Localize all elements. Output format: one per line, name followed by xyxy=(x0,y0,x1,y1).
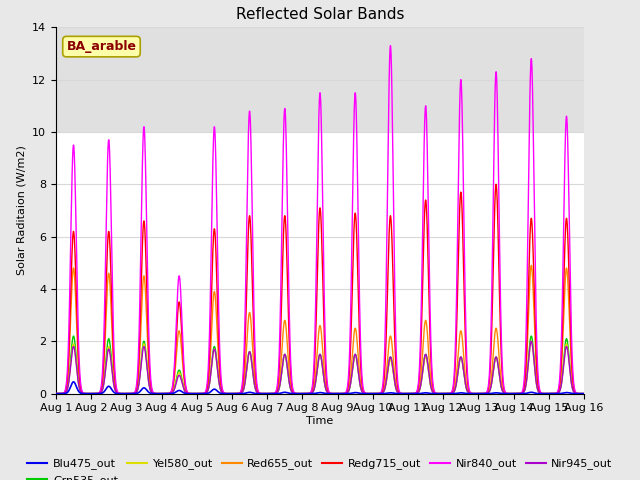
X-axis label: Time: Time xyxy=(307,416,333,426)
Y-axis label: Solar Raditaion (W/m2): Solar Raditaion (W/m2) xyxy=(17,145,26,276)
Bar xyxy=(56,27,584,132)
Title: Reflected Solar Bands: Reflected Solar Bands xyxy=(236,7,404,22)
Text: BA_arable: BA_arable xyxy=(67,40,136,53)
Legend: Blu475_out, Grn535_out, Yel580_out, Red655_out, Redg715_out, Nir840_out, Nir945_: Blu475_out, Grn535_out, Yel580_out, Red6… xyxy=(23,454,617,480)
